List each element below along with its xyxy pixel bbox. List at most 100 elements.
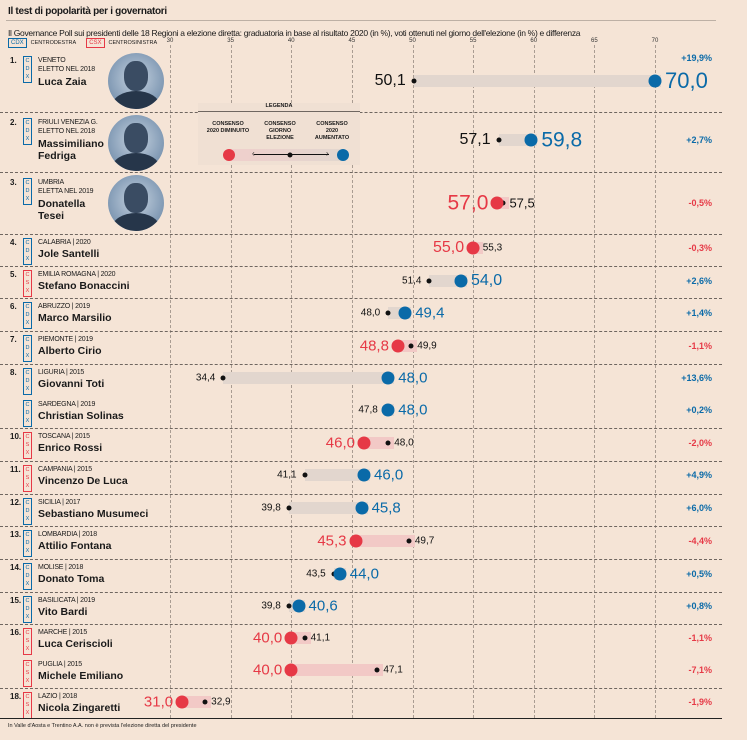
election-value: 49,7: [414, 535, 435, 547]
election-value: 41,1: [277, 469, 297, 481]
row-separator: [0, 559, 722, 560]
legend-increased-dot: [337, 149, 349, 161]
range-bar: [364, 437, 395, 449]
value-2020-dot: [355, 501, 369, 515]
legend-decreased-label: CONSENSO 2020 DIMINUITO: [206, 121, 250, 134]
governor-name: Stefano Bonaccini: [38, 280, 130, 292]
rank-number: 13.: [10, 530, 22, 539]
value-2020: 45,3: [317, 532, 347, 550]
governor-name: Donatella Tesei: [38, 198, 86, 222]
difference-value: +6,0%: [686, 503, 712, 513]
row-separator: [0, 624, 722, 625]
value-2020: 48,0: [398, 401, 428, 419]
governor-name: Massimiliano Fedriga: [38, 138, 104, 162]
election-dot: [302, 472, 308, 478]
election-year-label: ELETTO NEL 2018: [38, 66, 95, 73]
election-dot: [426, 278, 432, 284]
rank-number: 2.: [10, 118, 17, 127]
difference-value: +0,2%: [686, 405, 712, 415]
region-label: MARCHE | 2015: [38, 629, 88, 636]
difference-value: -1,9%: [688, 697, 712, 707]
value-2020-dot: [284, 663, 298, 677]
x-tick-label: 60: [530, 38, 538, 44]
x-tick-label: 55: [469, 38, 477, 44]
rank-number: 5.: [10, 270, 17, 279]
election-dot: [374, 667, 380, 673]
value-2020-dot: [284, 631, 298, 645]
gridline: [533, 45, 535, 718]
rank-number: 4.: [10, 238, 17, 247]
governor-name: Sebastiano Musumeci: [38, 508, 149, 520]
row-separator: [0, 526, 722, 527]
governor-name: Jole Santelli: [38, 248, 100, 260]
value-2020-dot: [381, 403, 395, 417]
governor-name: Vincenzo De Luca: [38, 475, 128, 487]
rank-number: 1.: [10, 56, 17, 65]
value-2020-dot: [391, 339, 405, 353]
value-2020-dot: [333, 567, 347, 581]
value-2020: 48,8: [359, 337, 389, 355]
election-value: 57,5: [509, 195, 535, 211]
value-2020-dot: [648, 74, 662, 88]
difference-value: -0,5%: [688, 198, 712, 208]
rank-number: 3.: [10, 178, 17, 187]
row-separator: [0, 298, 722, 299]
legend-increased-label: CONSENSO 2020 AUMENTATO: [314, 121, 350, 141]
value-2020: 40,0: [253, 661, 283, 679]
rank-number: 14.: [10, 563, 22, 572]
value-2020: 44,0: [349, 565, 379, 583]
region-label: TOSCANA | 2015: [38, 433, 90, 440]
election-value: 34,4: [195, 372, 216, 384]
csx-key-badge: CSX: [86, 38, 105, 48]
region-label: PUGLIA | 2015: [38, 661, 82, 668]
difference-value: +1,4%: [686, 308, 712, 318]
row-separator: [0, 688, 722, 689]
row-separator: [0, 461, 722, 462]
x-tick-label: 70: [651, 38, 659, 44]
governor-photo: [108, 175, 164, 231]
row-separator: [0, 112, 722, 113]
election-dot: [411, 78, 417, 84]
arrow-left-icon: ‹: [252, 149, 255, 158]
rank-number: 15.: [10, 596, 22, 605]
gridline: [594, 45, 596, 718]
csx-key-label: CENTROSINISTRA: [108, 40, 158, 46]
row-separator: [0, 428, 722, 429]
x-tick-label: 30: [166, 38, 174, 44]
governor-photo: [108, 53, 164, 109]
region-label: EMILIA ROMAGNA | 2020: [38, 271, 116, 278]
x-tick-label: 40: [287, 38, 295, 44]
title-rule: [6, 20, 716, 21]
region-label: CALABRIA | 2020: [38, 239, 91, 246]
governor-name: Christian Solinas: [38, 410, 124, 422]
governor-name: Marco Marsilio: [38, 312, 112, 324]
election-value: 47,8: [358, 404, 378, 416]
election-dot: [496, 137, 502, 143]
footer-rule: [0, 718, 722, 719]
region-label: SICILIA | 2017: [38, 499, 81, 506]
row-separator: [0, 364, 722, 365]
rank-number: 16.: [10, 628, 22, 637]
value-2020-dot: [357, 436, 371, 450]
row-separator: [0, 331, 722, 332]
election-value: 39,8: [261, 600, 281, 612]
rank-number: 8.: [10, 368, 17, 377]
x-tick-label: 35: [227, 38, 234, 44]
row-separator: [0, 266, 722, 267]
election-value: 48,0: [360, 307, 381, 319]
value-2020: 46,0: [325, 434, 355, 452]
governor-name: Attilio Fontana: [38, 540, 112, 552]
election-value: 48,0: [394, 437, 414, 449]
election-value: 57,1: [459, 131, 491, 148]
gridline: [473, 45, 475, 718]
rank-number: 6.: [10, 302, 17, 311]
difference-value: -0,3%: [688, 243, 712, 253]
difference-value: -1,1%: [688, 633, 712, 643]
legend-election-dot: [287, 152, 293, 158]
